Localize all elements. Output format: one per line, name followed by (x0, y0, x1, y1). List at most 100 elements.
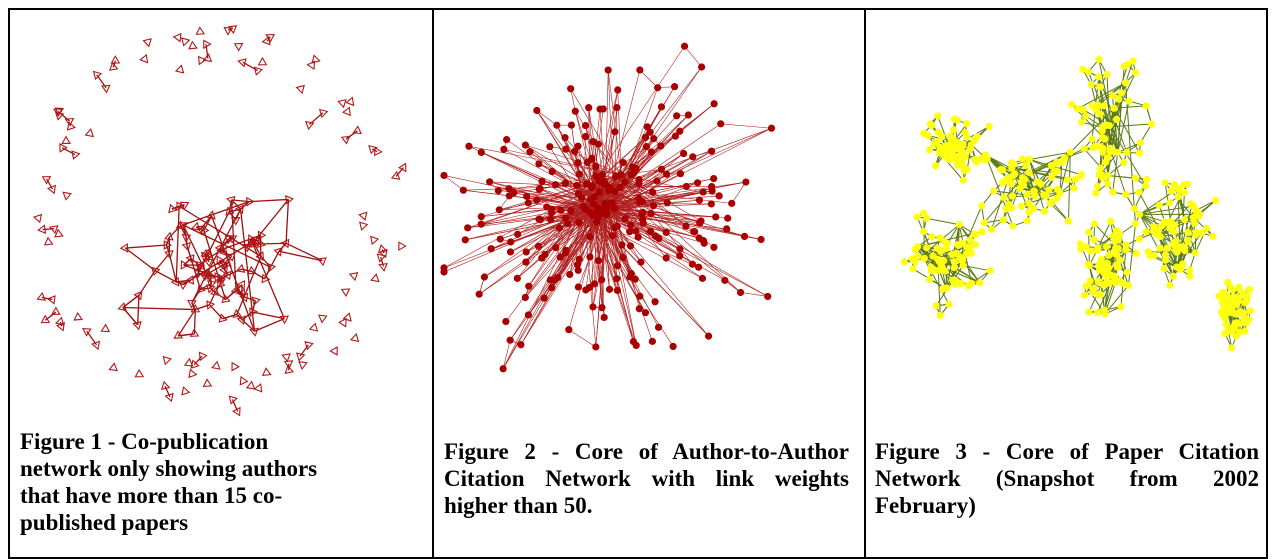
node (92, 341, 99, 349)
node (647, 129, 654, 136)
node (1084, 261, 1091, 268)
node (514, 231, 521, 238)
node (635, 234, 642, 241)
node (1096, 267, 1103, 274)
node (525, 283, 532, 290)
node (568, 121, 575, 128)
node (503, 136, 510, 143)
node (936, 234, 943, 241)
node (38, 225, 45, 233)
node (598, 276, 605, 283)
node (585, 104, 592, 111)
node (507, 238, 514, 245)
edge (286, 243, 322, 260)
edges (42, 29, 404, 412)
node (592, 163, 599, 170)
node (1119, 280, 1126, 287)
node (1191, 220, 1198, 227)
node (700, 188, 707, 195)
node (1085, 229, 1092, 236)
node (658, 166, 665, 173)
node (1145, 248, 1152, 255)
node (764, 293, 771, 300)
node (500, 146, 507, 153)
node (1142, 228, 1149, 235)
edge (155, 271, 176, 282)
node (914, 253, 921, 260)
node (1164, 245, 1171, 252)
node (1085, 68, 1092, 75)
nodes (901, 56, 1254, 351)
node (590, 200, 597, 207)
node (1186, 267, 1193, 274)
node (319, 315, 327, 322)
node (1085, 308, 1092, 315)
node (1095, 56, 1102, 63)
node (1135, 189, 1142, 196)
node (603, 211, 610, 218)
node (663, 229, 670, 236)
node (1219, 299, 1226, 306)
node (535, 160, 542, 167)
node (636, 293, 643, 300)
node (655, 324, 662, 331)
node (1053, 194, 1060, 201)
node (1081, 145, 1088, 152)
node (1185, 229, 1192, 236)
node (1094, 247, 1101, 254)
node (598, 171, 605, 178)
node (1162, 219, 1169, 226)
node (959, 141, 966, 148)
node (680, 150, 687, 157)
node (598, 304, 605, 311)
edge (927, 218, 960, 224)
node (626, 228, 633, 235)
node (978, 228, 985, 235)
node (486, 178, 493, 185)
node (926, 146, 933, 153)
node (945, 301, 952, 308)
node (45, 238, 53, 245)
node (1025, 169, 1032, 176)
node (592, 343, 599, 350)
node (942, 267, 949, 274)
node (635, 195, 642, 202)
node (723, 225, 730, 232)
node (592, 173, 599, 180)
node (481, 273, 488, 280)
node (947, 132, 954, 139)
edge (503, 340, 510, 369)
node (901, 258, 908, 265)
node (541, 295, 548, 302)
node (964, 166, 971, 173)
node (440, 172, 447, 179)
node (944, 142, 951, 149)
node (1245, 316, 1252, 323)
node (37, 293, 45, 300)
edge (125, 248, 155, 271)
node (978, 202, 985, 209)
edge (721, 124, 772, 128)
node (1136, 211, 1143, 218)
node (951, 281, 958, 288)
node (1180, 181, 1187, 188)
node (1117, 303, 1124, 310)
node (1040, 191, 1047, 198)
node (476, 291, 483, 298)
node (737, 289, 744, 296)
node (620, 159, 627, 166)
node (567, 85, 574, 92)
edge (640, 70, 658, 88)
node (1098, 256, 1105, 263)
node (1247, 307, 1254, 314)
node (166, 394, 173, 402)
node (657, 142, 664, 149)
node (306, 122, 314, 129)
node (1113, 262, 1120, 269)
node (1203, 225, 1210, 232)
node (350, 273, 358, 280)
node (956, 221, 963, 228)
node (1109, 188, 1116, 195)
node (310, 324, 318, 331)
node (1124, 269, 1131, 276)
